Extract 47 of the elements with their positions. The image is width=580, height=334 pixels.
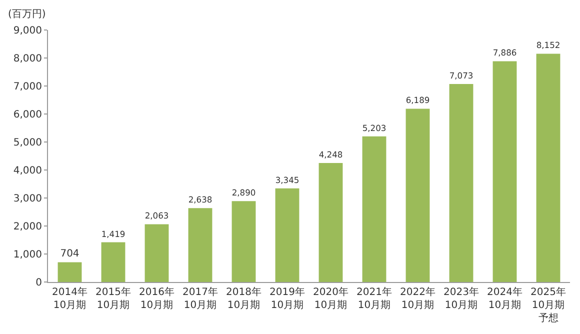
bar xyxy=(406,108,430,282)
bar xyxy=(188,208,212,282)
data-label: 8,152 xyxy=(536,40,560,50)
bar xyxy=(492,61,517,282)
bar xyxy=(362,136,386,282)
data-label: 6,189 xyxy=(406,95,430,106)
y-tick-label: 4,000 xyxy=(13,166,42,176)
y-tick-label: 2,000 xyxy=(13,222,42,232)
x-tick-label: 2021年 10月期 xyxy=(356,286,392,311)
data-label: 4,248 xyxy=(318,150,343,160)
data-label: 1,419 xyxy=(101,228,126,239)
y-tick-label: 5,000 xyxy=(13,138,42,148)
x-tick-label: 2022年 10月期 xyxy=(400,286,436,311)
data-label: 7,886 xyxy=(492,48,517,58)
x-tick-label: 2023年 10月期 xyxy=(444,286,479,311)
bar xyxy=(58,262,82,282)
y-tick-label: 1,000 xyxy=(13,250,42,260)
y-tick-label: 6,000 xyxy=(13,110,42,120)
x-tick-label: 2017年 10月期 xyxy=(182,286,218,311)
x-tick-label: 2014年 10月期 xyxy=(52,286,88,311)
bar xyxy=(101,242,126,282)
data-label: 704 xyxy=(60,248,80,260)
bar xyxy=(318,163,343,282)
bar xyxy=(536,54,560,282)
y-tick-label: 9,000 xyxy=(13,26,42,36)
data-label: 7,073 xyxy=(449,70,474,80)
x-tick-label: 2024年 10月期 xyxy=(487,286,522,311)
data-label: 2,890 xyxy=(232,188,256,198)
data-label: 3,345 xyxy=(275,174,300,185)
x-tick-label: 2019年 10月期 xyxy=(270,286,305,311)
y-tick-label: 0 xyxy=(36,278,42,288)
x-tick-label: 2020年 10月期 xyxy=(313,286,348,311)
bar xyxy=(449,84,474,282)
bar xyxy=(275,188,300,282)
y-tick-label: 8,000 xyxy=(13,54,42,64)
bar xyxy=(144,224,169,282)
x-tick-label: 2018年 10月期 xyxy=(226,286,262,311)
bar xyxy=(232,201,256,282)
data-label: 2,063 xyxy=(144,210,169,221)
y-tick-label: 3,000 xyxy=(13,194,42,204)
y-tick-label: 7,000 xyxy=(13,82,42,92)
y-axis-title: (百万円) xyxy=(8,9,46,20)
data-label: 2,638 xyxy=(188,194,212,205)
x-tick-label: 2025年 10月期予想 xyxy=(530,286,566,324)
data-label: 5,203 xyxy=(362,122,386,133)
x-tick-label: 2016年 10月期 xyxy=(139,286,174,311)
x-tick-label: 2015年 10月期 xyxy=(96,286,131,311)
